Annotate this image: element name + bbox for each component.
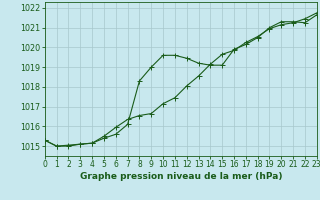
X-axis label: Graphe pression niveau de la mer (hPa): Graphe pression niveau de la mer (hPa) — [80, 172, 282, 181]
